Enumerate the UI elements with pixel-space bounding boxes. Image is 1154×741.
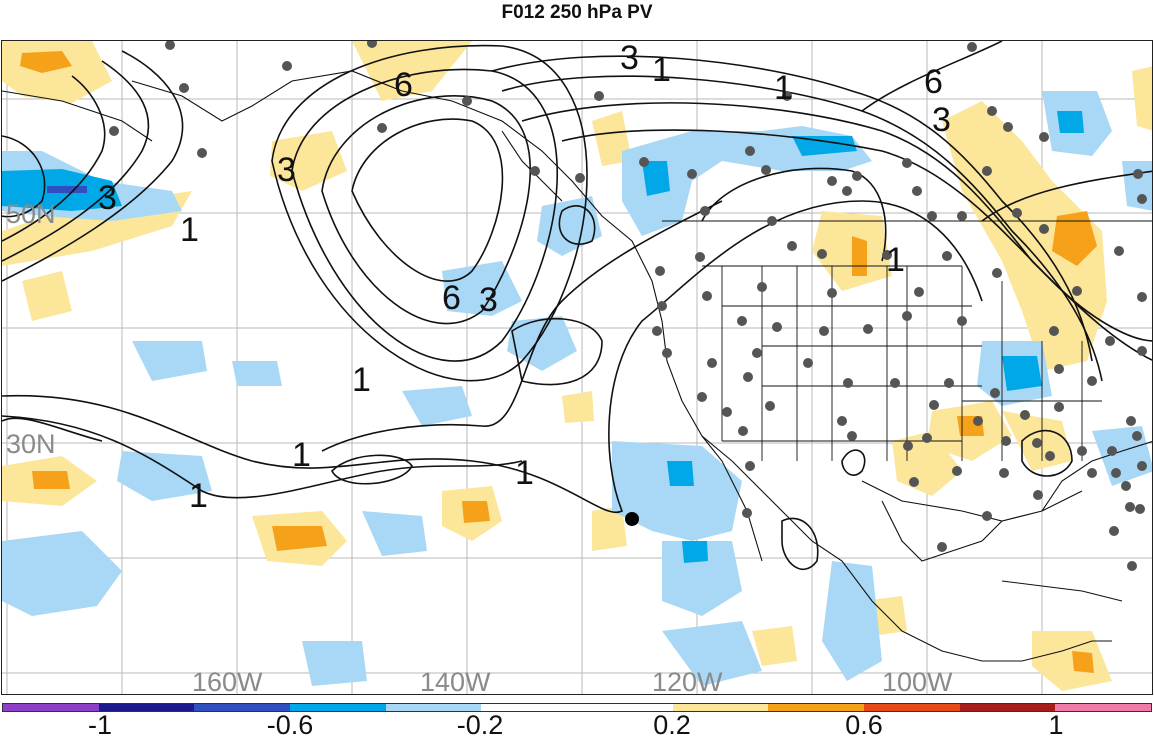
contour-label: 1 (515, 454, 534, 492)
contour-label: 3 (98, 179, 117, 217)
contour-label: 3 (620, 41, 639, 77)
lon-label-120w: 120W (652, 667, 723, 695)
pv-shading-negative-strong (2, 111, 1084, 563)
colorbar-label: -0.6 (266, 710, 314, 740)
contour-label: 6 (442, 279, 461, 317)
lat-label-30n: 30N (6, 429, 56, 459)
contour-label: 1 (886, 241, 905, 279)
state-borders (662, 220, 1152, 461)
colorbar-segment (290, 704, 386, 711)
contour-label: 1 (652, 51, 671, 89)
colorbar-label: -0.2 (456, 710, 504, 740)
contour-label: 6 (394, 66, 413, 104)
colorbar-label: -1 (87, 710, 113, 740)
station-dots (109, 41, 1147, 571)
contour-label: 1 (774, 69, 793, 107)
colorbar-label: 1 (1048, 710, 1064, 740)
contour-label: 3 (479, 281, 498, 319)
lat-label-50n: 50N (6, 199, 56, 229)
colorbar-segment (194, 704, 291, 711)
map-title: F012 250 hPa PV (501, 2, 653, 23)
map-canvas: 50N 30N 160W 140W 120W 100W 1 1 1 1 1 1 … (2, 41, 1152, 695)
lon-label-160w: 160W (192, 667, 263, 695)
colorbar-segment (864, 704, 960, 711)
lon-label-140w: 140W (420, 667, 491, 695)
colorbar-segment (577, 704, 673, 711)
pv-contours (2, 41, 1152, 570)
colorbar-segment (959, 704, 1056, 711)
colorbar-label: 0.6 (845, 710, 883, 740)
observation-marker (625, 512, 639, 526)
contour-label: 3 (932, 101, 951, 139)
colorbar-label: 0.2 (653, 710, 691, 740)
colorbar (2, 703, 1152, 712)
pv-shading-min (47, 186, 87, 193)
contour-label: 3 (277, 151, 296, 189)
contour-label: 1 (189, 477, 208, 515)
contour-label: 1 (352, 361, 371, 399)
contour-label: 1 (180, 211, 199, 249)
colorbar-segment (3, 704, 99, 711)
contour-label: 6 (924, 63, 943, 101)
colorbar-segment (672, 704, 769, 711)
colorbar-segment (768, 704, 865, 711)
colorbar-segment (1055, 704, 1152, 711)
lon-label-100w: 100W (882, 667, 953, 695)
colorbar-segment (98, 704, 195, 711)
colorbar-segment (385, 704, 482, 711)
pv-map: 50N 30N 160W 140W 120W 100W 1 1 1 1 1 1 … (1, 40, 1153, 695)
contour-label: 1 (292, 436, 311, 474)
contour-labels: 1 1 1 1 1 1 1 1 3 3 3 3 3 6 6 6 (98, 41, 951, 515)
longitude-labels: 160W 140W 120W 100W (192, 667, 953, 695)
latitude-labels: 50N 30N (6, 199, 56, 459)
colorbar-segment (481, 704, 578, 711)
